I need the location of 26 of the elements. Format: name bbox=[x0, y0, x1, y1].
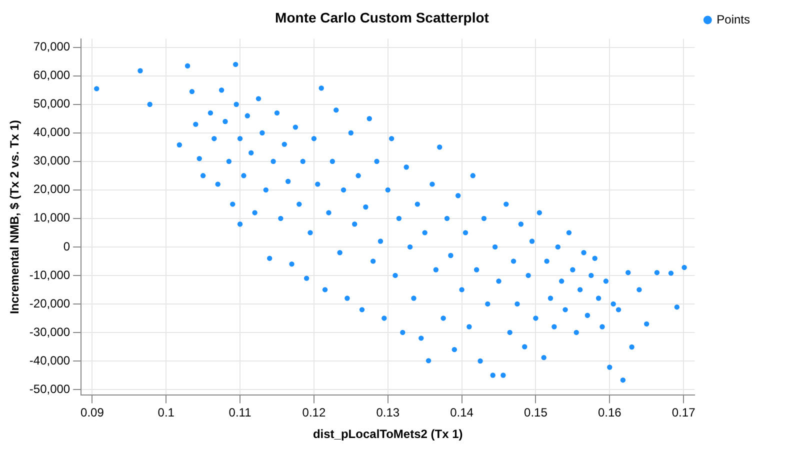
y-tick-label: -20,000 bbox=[29, 296, 70, 310]
x-tick-label: 0.12 bbox=[302, 406, 326, 420]
y-tick-label: 70,000 bbox=[33, 40, 70, 54]
y-tick-label: -30,000 bbox=[29, 324, 70, 339]
y-tick-label: -40,000 bbox=[29, 353, 70, 368]
x-tick-label: 0.09 bbox=[80, 406, 104, 420]
y-tick-label: 0 bbox=[63, 239, 70, 254]
x-tick-label: 0.17 bbox=[672, 406, 696, 420]
x-tick-label: 0.1 bbox=[158, 406, 175, 420]
y-tick-label: 50,000 bbox=[33, 96, 70, 111]
y-tick-label: 20,000 bbox=[33, 182, 70, 196]
y-tick-label: 40,000 bbox=[33, 125, 70, 140]
y-tick-label: 60,000 bbox=[33, 68, 70, 82]
x-tick-label: 0.16 bbox=[598, 406, 622, 420]
x-tick-label: 0.11 bbox=[228, 406, 252, 420]
x-axis-title: dist_pLocalToMets2 (Tx 1) bbox=[312, 427, 463, 442]
y-tick-label: 30,000 bbox=[33, 154, 70, 168]
x-tick-label: 0.14 bbox=[450, 406, 474, 420]
y-axis-title: Incremental NMB, $ (Tx 2 vs. Tx 1) bbox=[8, 120, 22, 314]
x-tick-label: 0.13 bbox=[376, 406, 400, 420]
chart-title: Monte Carlo Custom Scatterplot bbox=[275, 9, 490, 26]
legend-label: Points bbox=[716, 12, 750, 26]
y-tick-label: 10,000 bbox=[33, 210, 70, 225]
x-tick-label: 0.15 bbox=[524, 406, 548, 420]
y-tick-label: -50,000 bbox=[29, 382, 70, 396]
y-tick-label: -10,000 bbox=[29, 268, 70, 282]
